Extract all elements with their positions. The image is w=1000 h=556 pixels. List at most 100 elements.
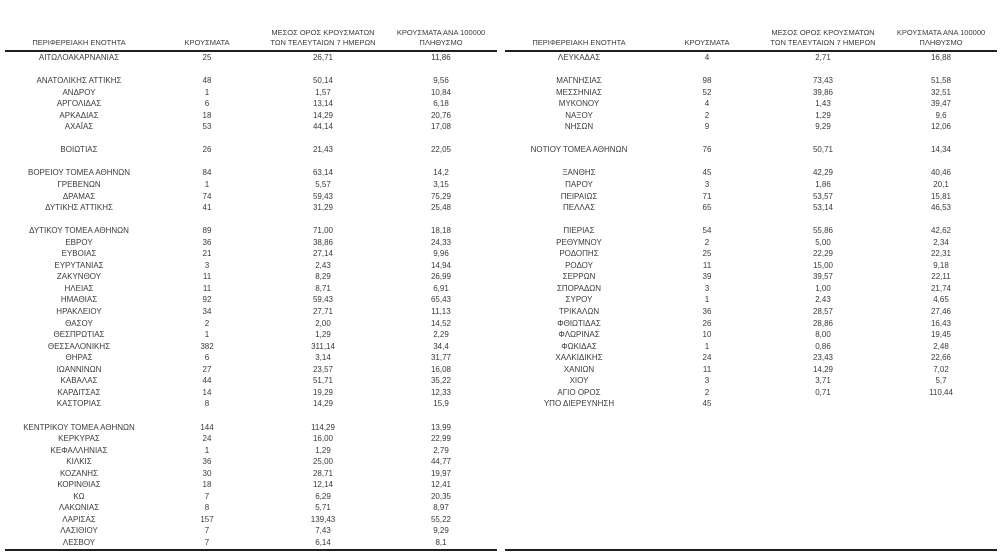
cases-cell: 92 [202, 295, 212, 305]
region-cell: ΚΩ [73, 491, 85, 501]
cases-per-100k-cell: 9,18 [933, 260, 949, 270]
cases-per-100k-cell: 110,44 [929, 387, 953, 397]
cases-cell: 18 [202, 110, 212, 120]
spacer-row [505, 514, 997, 526]
avg-cases-7day-cell: 14,29 [312, 399, 334, 409]
region-cell: ΑΧΑΪΑΣ [64, 122, 94, 132]
table-row: ΦΘΙΩΤΙΔΑΣ 26 28,86 16,43 [505, 318, 997, 330]
cases-per-100k-cell: 51,58 [930, 76, 952, 86]
avg-cases-7day-cell: 50,71 [812, 145, 834, 155]
region-cell: ΕΒΡΟΥ [65, 237, 93, 247]
cases-per-100k-column-header-line: ΠΛΗΘΥΣΜΟ [919, 37, 963, 47]
cases-cell: 2 [704, 237, 710, 247]
table-row: ΑΝΔΡΟΥ 1 1,57 10,84 [5, 87, 497, 99]
cases-cell: 2 [204, 318, 210, 328]
table-row: ΒΟΙΩΤΙΑΣ 26 21,43 22,05 [5, 144, 497, 156]
region-cell: ΦΩΚΙΔΑΣ [561, 341, 597, 351]
cases-cell: 74 [202, 191, 212, 201]
cases-per-100k-cell: 27,46 [930, 307, 952, 317]
table-row: ΓΡΕΒΕΝΩΝ 1 5,57 3,15 [5, 179, 497, 191]
cases-per-100k-cell: 8,1 [435, 537, 447, 547]
cases-cell: 39 [702, 272, 712, 282]
avg-cases-7day-cell: 55,86 [812, 226, 834, 236]
avg-cases-7day-column-header: ΜΕΣΟΣ ΟΡΟΣ ΚΡΟΥΣΜΑΤΩΝ ΤΩΝ ΤΕΛΕΥΤΑΙΩΝ 7 ΗΜ… [761, 20, 885, 50]
spacer-row [505, 445, 997, 457]
cases-cell: 157 [200, 514, 214, 524]
avg-cases-7day-cell: 1,00 [815, 283, 831, 293]
cases-cell: 1 [704, 341, 710, 351]
avg-cases-7day-cell: 53,14 [812, 203, 834, 213]
region-column-header: ΠΕΡΙΦΕΡΕΙΑΚΗ ΕΝΟΤΗΤΑ [505, 20, 653, 50]
cases-per-100k-cell: 40,46 [930, 168, 952, 178]
cases-cell: 1 [704, 295, 710, 305]
cases-cell: 36 [202, 237, 212, 247]
table-row: ΑΓΙΟ ΟΡΟΣ 2 0,71 110,44 [505, 387, 997, 399]
cases-per-100k-cell: 2,79 [433, 445, 449, 455]
table-row: ΔΡΑΜΑΣ 74 59,43 75,29 [5, 191, 497, 203]
region-cell: ΑΙΤΩΛΟΑΚΑΡΝΑΝΙΑΣ [38, 53, 120, 62]
cases-column-header-line: ΚΡΟΥΣΜΑΤΑ [684, 37, 730, 47]
region-cell: ΚΕΡΚΥΡΑΣ [58, 434, 100, 444]
table-row: ΘΑΣΟΥ 2 2,00 14,52 [5, 318, 497, 330]
cases-per-100k-cell: 9,29 [433, 526, 449, 536]
cases-per-100k-cell: 75,29 [430, 191, 452, 201]
avg-cases-7day-cell: 21,43 [312, 145, 334, 155]
region-cell: ΜΕΣΣΗΝΙΑΣ [556, 87, 602, 97]
avg-cases-7day-cell: 1,29 [315, 445, 331, 455]
table-row: ΡΕΘΥΜΝΟΥ 2 5,00 2,34 [505, 237, 997, 249]
table-row: ΗΜΑΘΙΑΣ 92 59,43 65,43 [5, 294, 497, 306]
table-row: ΠΕΛΛΑΣ 65 53,14 46,53 [505, 202, 997, 214]
cases-per-100k-cell: 22,05 [430, 145, 452, 155]
table-row: ΚΩ 7 6,29 20,35 [5, 491, 497, 503]
cases-cell: 3 [704, 376, 710, 386]
cases-cell: 24 [202, 434, 212, 444]
table-row: ΛΑΚΩΝΙΑΣ 8 5,71 8,97 [5, 502, 497, 514]
region-cell: ΘΕΣΣΑΛΟΝΙΚΗΣ [47, 341, 111, 351]
regional-cases-table-left: ΠΕΡΙΦΕΡΕΙΑΚΗ ΕΝΟΤΗΤΑ ΚΡΟΥΣΜΑΤΑ ΜΕΣΟΣ ΟΡΟΣ … [5, 20, 497, 551]
table-row: ΒΟΡΕΙΟΥ ΤΟΜΕΑ ΑΘΗΝΩΝ 84 63,14 14,2 [5, 167, 497, 179]
avg-cases-7day-cell: 13,14 [312, 99, 334, 109]
table-row: ΔΥΤΙΚΟΥ ΤΟΜΕΑ ΑΘΗΝΩΝ 89 71,00 18,18 [5, 225, 497, 237]
cases-per-100k-cell: 10,84 [430, 87, 452, 97]
cases-cell: 9 [704, 122, 710, 132]
cases-per-100k-cell: 8,97 [433, 503, 449, 513]
spacer-row [5, 64, 497, 76]
cases-per-100k-column-header: ΚΡΟΥΣΜΑΤΑ ΑΝΑ 100000 ΠΛΗΘΥΣΜΟ [885, 20, 997, 50]
avg-cases-7day-cell: 139,43 [310, 514, 336, 524]
avg-cases-7day-cell: 311,14 [311, 341, 335, 351]
cases-per-100k-cell: 3,15 [433, 180, 449, 190]
region-cell: ΠΙΕΡΙΑΣ [563, 226, 595, 236]
cases-per-100k-cell: 20,35 [430, 491, 452, 501]
cases-per-100k-column-header: ΚΡΟΥΣΜΑΤΑ ΑΝΑ 100000 ΠΛΗΘΥΣΜΟ [385, 20, 497, 50]
avg-cases-7day-column-header-line: ΤΩΝ ΤΕΛΕΥΤΑΙΩΝ 7 ΗΜΕΡΩΝ [270, 37, 376, 47]
region-cell: ΛΕΥΚΑΔΑΣ [557, 53, 601, 62]
table-row: ΘΕΣΣΑΛΟΝΙΚΗΣ 382 311,14 34,4 [5, 341, 497, 353]
cases-cell: 11 [202, 272, 212, 282]
spacer-row [5, 410, 497, 422]
avg-cases-7day-cell: 8,71 [315, 283, 331, 293]
region-cell: ΥΠΟ ΔΙΕΡΕΥΝΗΣΗ [543, 399, 615, 409]
cases-per-100k-cell: 22,11 [931, 272, 951, 282]
table-row: ΖΑΚΥΝΘΟΥ 11 8,29 26,99 [5, 271, 497, 283]
cases-cell: 98 [702, 76, 712, 86]
cases-per-100k-cell: 22,66 [930, 353, 952, 363]
avg-cases-7day-cell: 59,43 [312, 191, 334, 201]
cases-cell: 1 [204, 330, 210, 340]
table-row: ΡΟΔΟΥ 11 15,00 9,18 [505, 260, 997, 272]
avg-cases-7day-cell: 0,71 [815, 387, 831, 397]
table-row: ΡΟΔΟΠΗΣ 25 22,29 22,31 [505, 248, 997, 260]
table-row: ΠΙΕΡΙΑΣ 54 55,86 42,62 [505, 225, 997, 237]
region-cell: ΘΑΣΟΥ [65, 318, 93, 328]
avg-cases-7day-cell: 73,43 [812, 76, 834, 86]
cases-per-100k-cell: 5,7 [935, 376, 947, 386]
region-cell: ΒΟΙΩΤΙΑΣ [60, 145, 98, 155]
avg-cases-7day-cell: 15,00 [812, 260, 834, 270]
cases-per-100k-cell: 39,47 [930, 99, 952, 109]
region-cell: ΚΑΡΔΙΤΣΑΣ [57, 387, 101, 397]
avg-cases-7day-cell: 7,43 [315, 526, 331, 536]
cases-cell: 3 [204, 260, 210, 270]
spacer-row [5, 133, 497, 145]
cases-per-100k-cell: 14,52 [430, 318, 452, 328]
region-cell: ΧΑΝΙΩΝ [563, 364, 595, 374]
cases-cell: 36 [702, 307, 712, 317]
